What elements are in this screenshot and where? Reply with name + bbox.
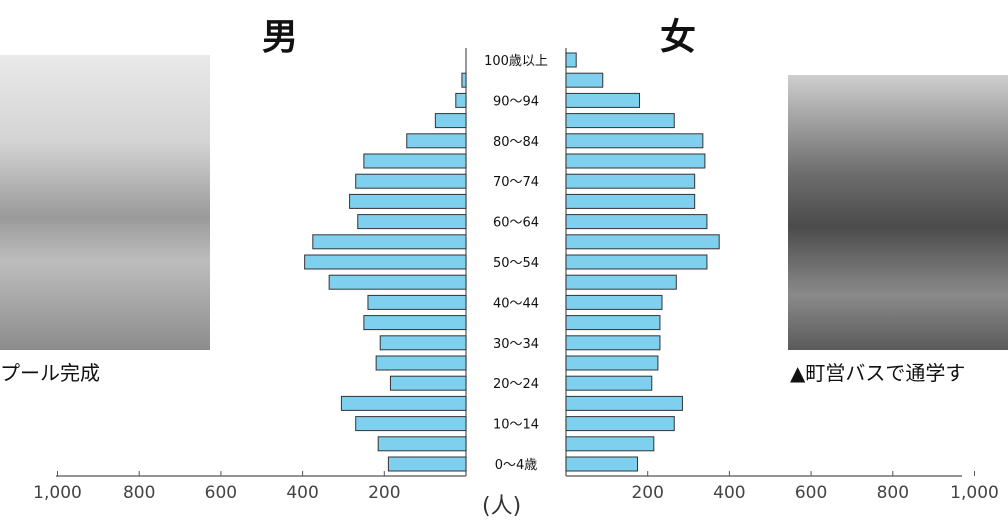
male-bar-13	[349, 193, 467, 209]
x-tick-label-0: 1,000	[33, 483, 82, 503]
age-label-16: 80〜84	[493, 135, 539, 150]
female-bar-9	[565, 274, 677, 290]
x-tick-label-2: 600	[205, 483, 237, 503]
x-tick-label-7: 600	[795, 483, 827, 503]
female-bar-5	[565, 355, 659, 371]
female-bar-4	[565, 375, 653, 391]
male-bar-3	[340, 395, 467, 411]
male-bar-1	[377, 436, 467, 452]
male-bar-4	[389, 375, 467, 391]
female-bar-12	[565, 214, 708, 230]
male-bar-10	[304, 254, 467, 270]
female-title: 女	[660, 17, 697, 58]
bus-caption: ▲町営バスで通学す	[790, 361, 966, 385]
bus-photo	[788, 75, 1008, 350]
male-bar-9	[328, 274, 467, 290]
male-bar-6	[379, 335, 467, 351]
female-bar-6	[565, 335, 661, 351]
female-bar-20	[565, 52, 577, 68]
x-tick-label-8: 800	[877, 483, 909, 503]
age-label-8: 40〜44	[493, 296, 539, 311]
male-bar-5	[375, 355, 467, 371]
female-bar-11	[565, 234, 720, 250]
male-title: 男	[262, 17, 299, 58]
female-bar-14	[565, 173, 696, 189]
pool-caption: プール完成	[0, 361, 100, 385]
male-bar-16	[406, 133, 467, 149]
age-label-4: 20〜24	[493, 377, 539, 392]
male-bar-12	[357, 214, 467, 230]
pool-photo	[0, 55, 210, 350]
x-tick-label-3: 400	[286, 483, 318, 503]
x-tick-label-6: 400	[713, 483, 745, 503]
female-bar-18	[565, 92, 641, 108]
male-bar-11	[312, 234, 467, 250]
male-bar-7	[363, 315, 467, 331]
female-bar-7	[565, 315, 661, 331]
male-bar-18	[455, 92, 467, 108]
age-label-2: 10〜14	[493, 418, 539, 433]
age-label-10: 50〜54	[493, 256, 539, 271]
x-tick-label-5: 200	[631, 483, 663, 503]
female-bar-3	[565, 395, 683, 411]
female-bar-10	[565, 254, 708, 270]
age-label-6: 30〜34	[493, 337, 539, 352]
x-tick-label-1: 800	[123, 483, 155, 503]
age-label-20: 100歳以上	[484, 54, 548, 69]
male-bar-14	[355, 173, 467, 189]
age-label-12: 60〜64	[493, 216, 539, 231]
female-bar-13	[565, 193, 696, 209]
female-bar-0	[565, 456, 638, 472]
female-bar-1	[565, 436, 655, 452]
male-bar-8	[367, 294, 467, 310]
age-label-14: 70〜74	[493, 175, 539, 190]
male-bar-17	[434, 113, 467, 129]
female-bar-19	[565, 72, 604, 88]
age-label-18: 90〜94	[493, 94, 539, 109]
female-bar-15	[565, 153, 706, 169]
female-bar-16	[565, 133, 704, 149]
x-tick-label-9: 1,000	[950, 483, 999, 503]
unit-label: (人)	[482, 494, 522, 519]
female-bar-8	[565, 294, 663, 310]
male-bar-2	[355, 416, 467, 432]
age-label-0: 0〜4歳	[495, 458, 538, 473]
female-bar-2	[565, 416, 675, 432]
male-bar-19	[461, 72, 467, 88]
x-tick-label-4: 200	[368, 483, 400, 503]
male-bar-0	[387, 456, 467, 472]
male-bar-15	[363, 153, 467, 169]
female-bar-17	[565, 113, 675, 129]
